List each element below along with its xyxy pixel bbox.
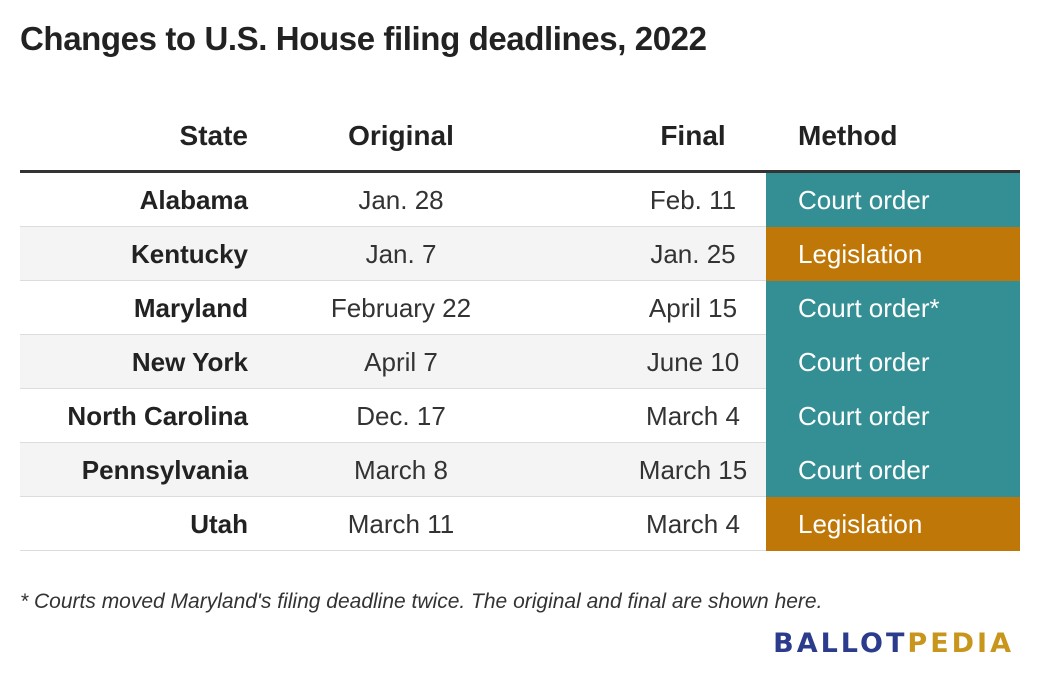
ballotpedia-logo: BALLOTPEDIA [773, 628, 1014, 659]
table-row: Utah March 11 March 4 Legislation [20, 497, 1020, 551]
cell-state: Maryland [133, 293, 248, 323]
cell-method-label: Court order [798, 185, 930, 215]
cell-original: Jan. 28 [358, 185, 444, 215]
cell-original: April 7 [364, 347, 438, 377]
cell-method: Legislation [766, 497, 1020, 551]
cell-final: March 15 [638, 455, 748, 485]
deadlines-table: State Original Final Method Alabama Jan. … [20, 108, 1020, 551]
table-row: Kentucky Jan. 7 Jan. 25 Legislation [20, 227, 1020, 281]
cell-state: Alabama [139, 185, 248, 215]
cell-method-label: Legislation [798, 239, 923, 269]
header-method: Method [798, 120, 898, 151]
cell-method: Court order [766, 335, 1020, 389]
cell-method-label: Court order [798, 401, 930, 431]
cell-state: Pennsylvania [81, 455, 248, 485]
header-original: Original [348, 120, 454, 151]
cell-method-label: Court order [798, 455, 930, 485]
cell-final: June 10 [646, 347, 740, 377]
cell-final: April 15 [648, 293, 738, 323]
table-body: Alabama Jan. 28 Feb. 11 Court order Kentucky… [20, 173, 1020, 551]
table-row: New York April 7 June 10 Court order [20, 335, 1020, 389]
cell-method-label: Court order [798, 347, 930, 377]
table-row: Pennsylvania March 8 March 15 Court order [20, 443, 1020, 497]
logo-part-ballot: BALLOT [773, 628, 908, 659]
table-header: State Original Final Method [20, 108, 1020, 173]
cell-original: March 8 [354, 455, 448, 485]
cell-original: March 11 [347, 509, 455, 539]
table-row: North Carolina Dec. 17 March 4 Court order [20, 389, 1020, 443]
cell-original: Jan. 7 [365, 239, 437, 269]
cell-method: Court order [766, 443, 1020, 497]
page-title: Changes to U.S. House filing deadlines, … [20, 20, 707, 57]
cell-state: Utah [190, 509, 248, 539]
cell-method: Court order [766, 173, 1020, 227]
cell-method: Court order [766, 389, 1020, 443]
cell-state: New York [131, 347, 248, 377]
cell-final: Feb. 11 [649, 185, 737, 215]
cell-method: Court order* [766, 281, 1020, 335]
cell-state: North Carolina [67, 401, 248, 431]
footnote: * Courts moved Maryland's filing deadlin… [20, 590, 823, 613]
cell-method-label: Legislation [798, 509, 923, 539]
header-final: Final [660, 120, 726, 151]
header-state: State [179, 120, 248, 151]
logo-part-pedia: PEDIA [907, 628, 1014, 659]
table-row: Maryland February 22 April 15 Court order* [20, 281, 1020, 335]
table-row: Alabama Jan. 28 Feb. 11 Court order [20, 173, 1020, 227]
cell-method-label: Court order* [798, 293, 940, 323]
cell-final: March 4 [646, 509, 740, 539]
cell-original: February 22 [330, 293, 472, 323]
cell-final: Jan. 25 [650, 239, 736, 269]
cell-original: Dec. 17 [356, 401, 446, 431]
cell-final: March 4 [646, 401, 740, 431]
cell-method: Legislation [766, 227, 1020, 281]
cell-state: Kentucky [130, 239, 248, 269]
